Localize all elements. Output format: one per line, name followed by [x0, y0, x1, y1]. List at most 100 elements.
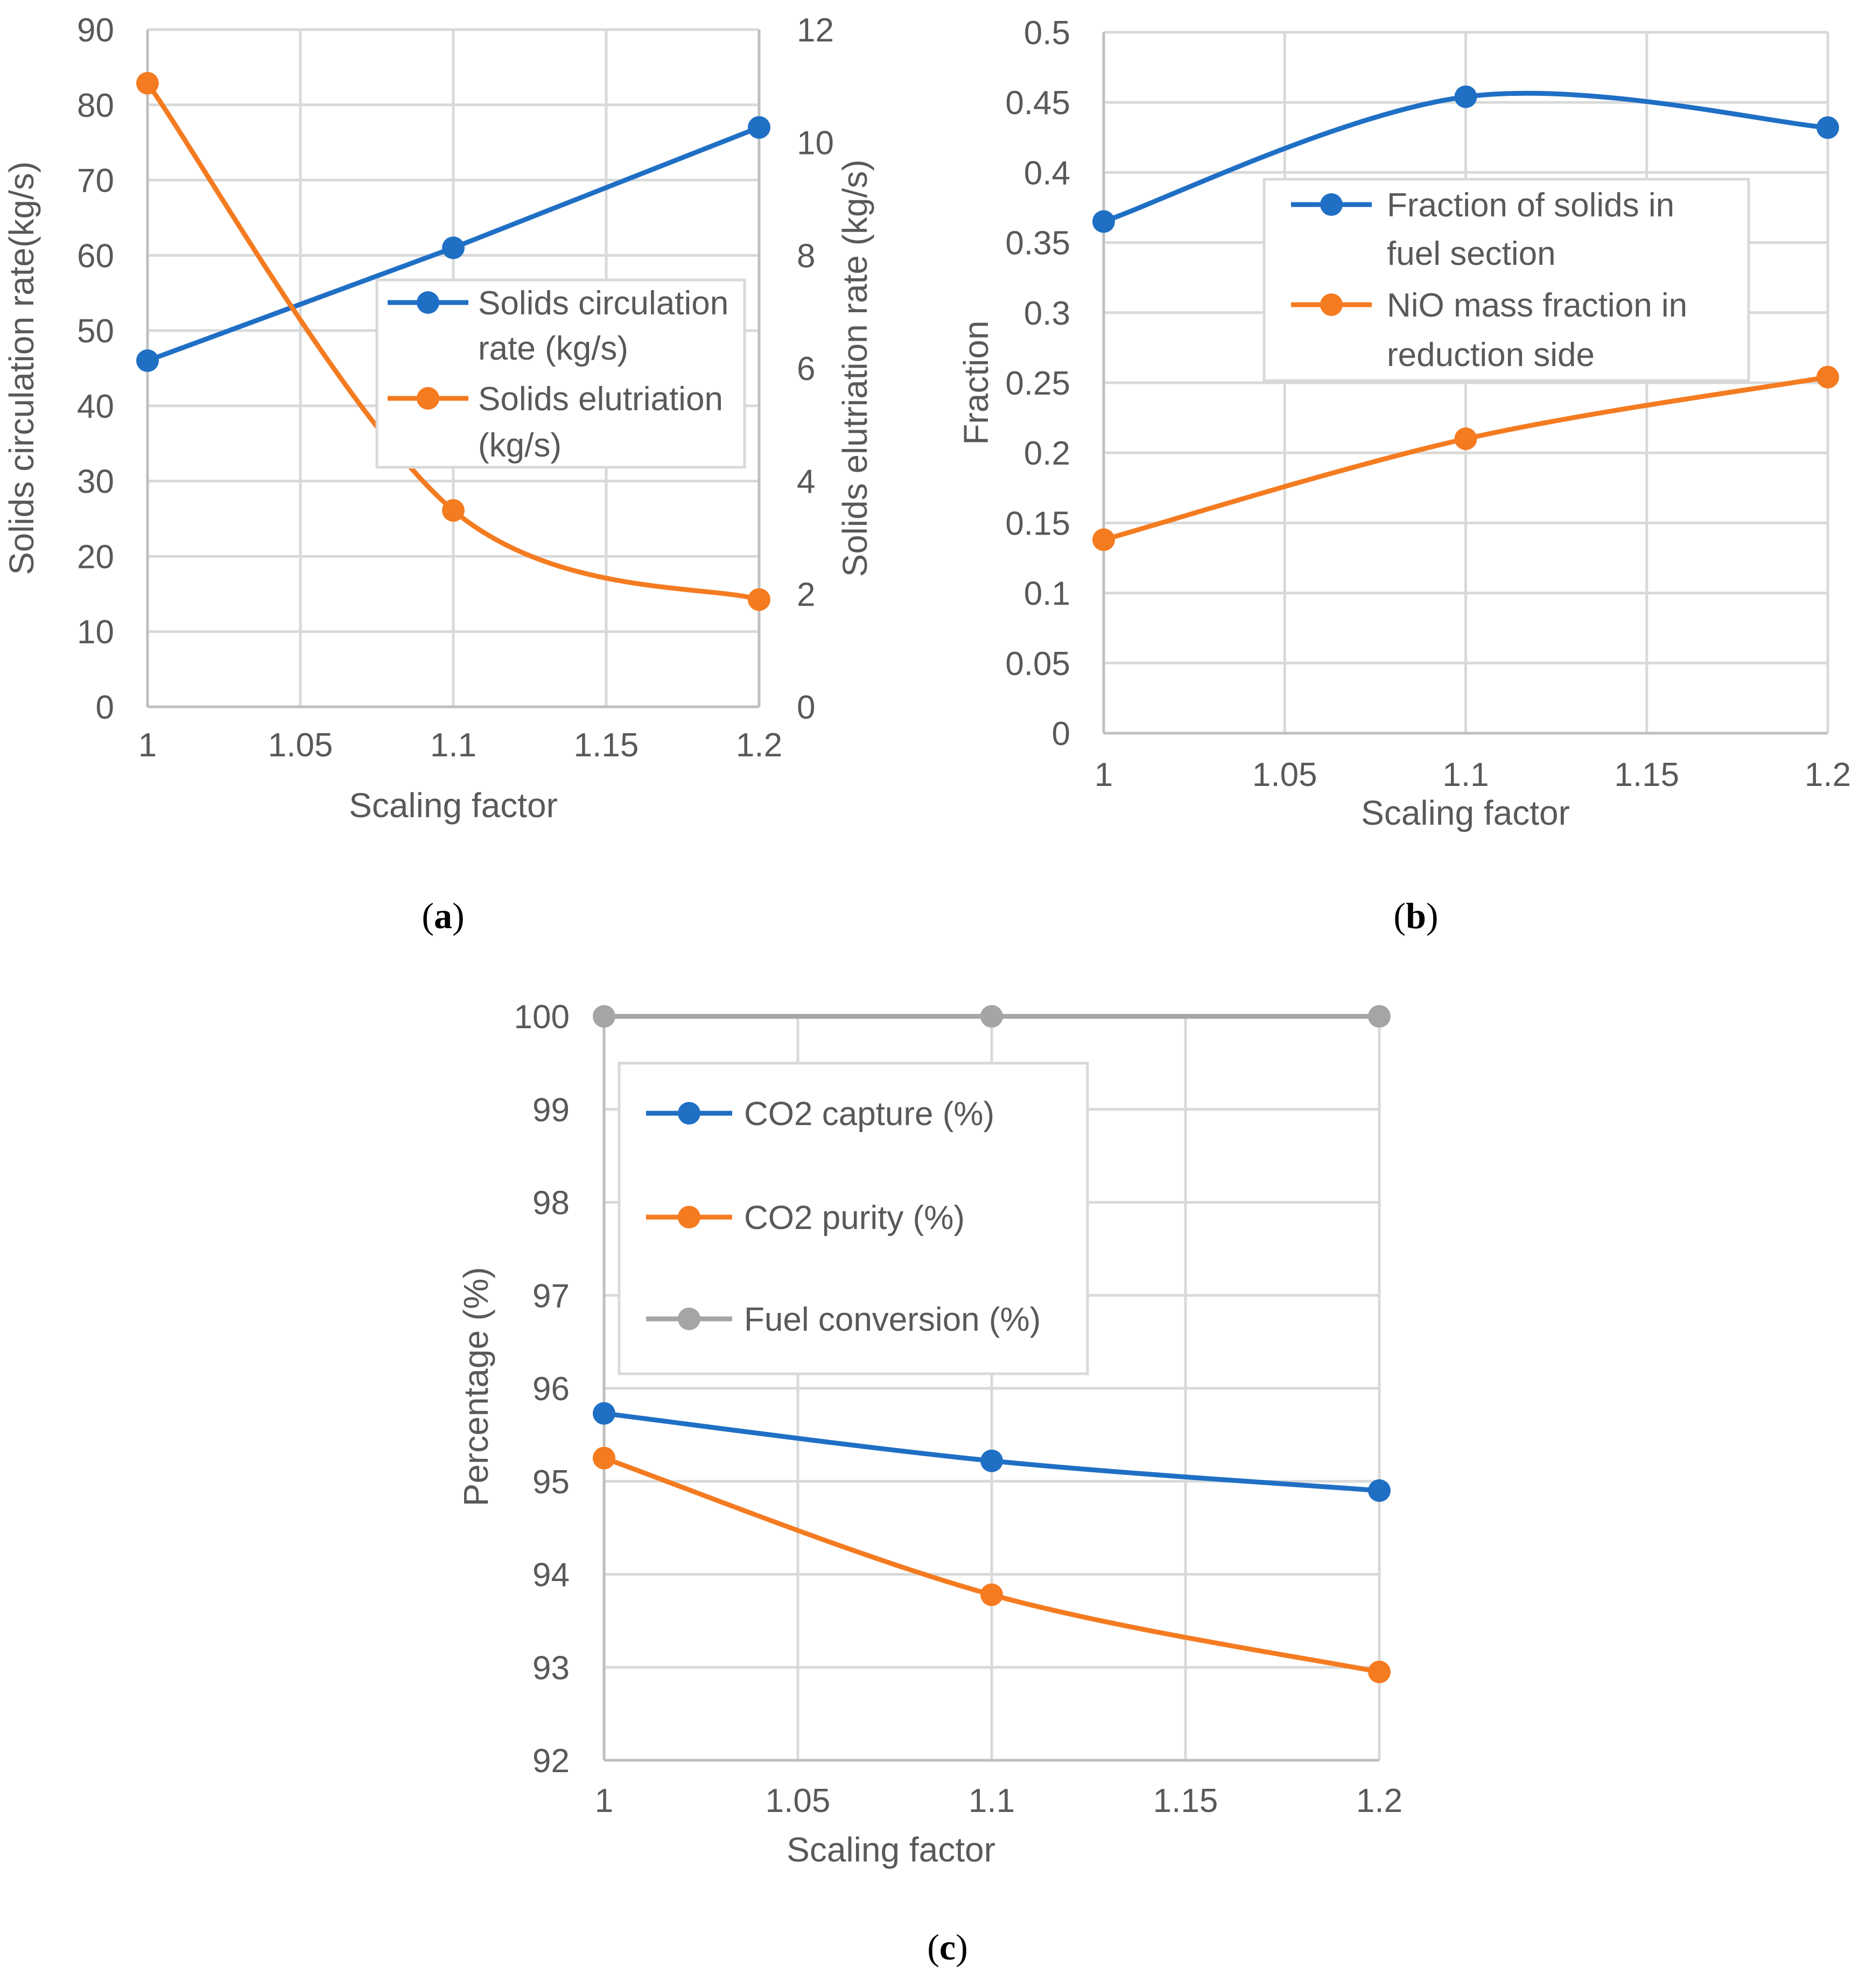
- legend-label: (kg/s): [478, 427, 562, 464]
- y-tick-label: 90: [77, 12, 114, 49]
- data-point: [1092, 210, 1115, 233]
- y-tick-label: 0.3: [1024, 295, 1070, 332]
- y-tick-label: 96: [532, 1371, 570, 1408]
- y-axis-title: Solids circulation rate(kg/s): [2, 161, 41, 575]
- legend-label: reduction side: [1387, 336, 1595, 374]
- data-point: [442, 236, 465, 259]
- data-point: [593, 1005, 615, 1028]
- y-tick-label: 80: [77, 87, 114, 124]
- panel-caption: (b): [1393, 895, 1438, 936]
- x-tick-label: 1: [1095, 756, 1113, 793]
- chart-c: 1 1.05 1.1 1.15 1.2 92 93 94 95 96 97 98 99 100 Scalin…: [457, 999, 1402, 1968]
- data-point: [980, 1005, 1003, 1028]
- y2-tick-label: 2: [797, 576, 815, 613]
- data-point: [1368, 1660, 1391, 1683]
- x-tick-label: 1.15: [574, 727, 639, 764]
- data-point: [980, 1583, 1003, 1606]
- x-axis-title: Scaling factor: [1361, 793, 1570, 832]
- x-tick-label: 1.15: [1153, 1782, 1218, 1820]
- data-point: [1368, 1479, 1391, 1502]
- y-tick-label: 0: [1052, 715, 1070, 753]
- caption-close-paren: ): [452, 895, 465, 936]
- y2-tick-label: 8: [797, 237, 815, 275]
- legend-marker-swatch: [417, 387, 439, 410]
- caption-letter: c: [939, 1927, 956, 1968]
- data-point: [980, 1449, 1003, 1472]
- caption-letter: b: [1406, 895, 1426, 936]
- series-line-2: [145, 81, 762, 602]
- data-point: [1816, 116, 1839, 139]
- y2-tick-label: 0: [797, 689, 815, 726]
- legend-label: NiO mass fraction in: [1387, 287, 1687, 324]
- x-tick-label: 1.1: [1442, 756, 1489, 793]
- data-point: [1368, 1005, 1391, 1028]
- data-point: [1092, 528, 1115, 551]
- legend-label: Solids elutriation: [478, 381, 723, 418]
- legend-marker-swatch: [678, 1308, 700, 1330]
- legend-box: [1262, 178, 1750, 382]
- panel-caption: (a): [422, 895, 464, 936]
- legend-label: CO2 purity (%): [744, 1199, 965, 1237]
- y-tick-label: 93: [532, 1649, 570, 1687]
- data-point: [136, 72, 159, 95]
- x-tick-label: 1.2: [1356, 1782, 1402, 1820]
- y-tick-label: 0.2: [1024, 435, 1070, 472]
- x-tick-label: 1: [138, 727, 157, 764]
- x-tick-label: 1.05: [1252, 756, 1317, 793]
- x-tick-label: 1.1: [430, 727, 476, 764]
- data-point: [748, 116, 770, 139]
- y-tick-label: 50: [77, 313, 114, 350]
- y-tick-label: 0.35: [1005, 225, 1070, 262]
- legend-label: Fraction of solids in: [1387, 187, 1674, 224]
- y-axis-title: Percentage (%): [457, 1267, 495, 1507]
- chart-a: 1 1.05 1.1 1.15 1.2 0 10 20 30 40 50 60 70 80 90 0 2 4 6 8 1…: [2, 12, 874, 936]
- x-axis-title: Scaling factor: [349, 786, 558, 825]
- data-point: [1454, 427, 1477, 451]
- y2-axis-title: Solids elutriation rate (kg/s): [836, 159, 874, 577]
- caption-letter: a: [434, 895, 452, 936]
- y2-tick-label: 4: [797, 463, 815, 501]
- caption-open-paren: (: [422, 895, 434, 936]
- y-tick-label: 100: [514, 999, 570, 1036]
- y-tick-label: 99: [532, 1092, 570, 1129]
- y-tick-label: 0.25: [1005, 365, 1070, 402]
- legend-label: rate (kg/s): [478, 330, 628, 367]
- y2-tick-label: 12: [797, 12, 834, 49]
- y-tick-label: 60: [77, 237, 114, 275]
- y-tick-label: 0.1: [1024, 575, 1070, 613]
- legend: CO2 capture (%) CO2 purity (%) Fuel conver…: [618, 1062, 1089, 1375]
- x-tick-label: 1.1: [969, 1782, 1015, 1820]
- x-tick-label: 1.2: [1805, 756, 1851, 793]
- y-tick-label: 98: [532, 1185, 570, 1222]
- caption-open-paren: (: [927, 1927, 939, 1968]
- y-tick-label: 0.15: [1005, 505, 1070, 542]
- y-tick-label: 40: [77, 388, 114, 425]
- y-tick-label: 0.05: [1005, 645, 1070, 683]
- chart-b: 1 1.05 1.1 1.15 1.2 0 0.05 0.1 0.15 0.2 0.25 0.3 0.3…: [957, 15, 1851, 936]
- x-tick-label: 1.15: [1614, 756, 1679, 793]
- data-point: [442, 499, 465, 522]
- y-tick-label: 70: [77, 163, 114, 200]
- legend-box: [375, 278, 746, 469]
- y-tick-label: 30: [77, 463, 114, 501]
- y-tick-label: 94: [532, 1557, 570, 1594]
- data-point: [593, 1402, 615, 1425]
- data-point: [1454, 85, 1477, 108]
- y-tick-label: 10: [77, 614, 114, 651]
- x-tick-label: 1.2: [736, 727, 782, 764]
- legend: Solids circulation rate (kg/s) Solids elut…: [375, 278, 746, 469]
- data-point: [593, 1446, 615, 1470]
- data-point: [748, 588, 770, 611]
- legend-marker-swatch: [1320, 293, 1343, 316]
- data-point: [1816, 366, 1839, 389]
- legend-marker-swatch: [678, 1102, 700, 1125]
- legend-label: CO2 capture (%): [744, 1095, 994, 1133]
- x-axis-title: Scaling factor: [787, 1830, 995, 1869]
- y-axis-title: Fraction: [957, 320, 995, 445]
- legend-marker-swatch: [417, 291, 439, 314]
- x-tick-label: 1: [595, 1782, 613, 1820]
- y-tick-label: 95: [532, 1464, 570, 1501]
- legend-label: Solids circulation: [478, 285, 728, 322]
- legend-label: fuel section: [1387, 235, 1556, 272]
